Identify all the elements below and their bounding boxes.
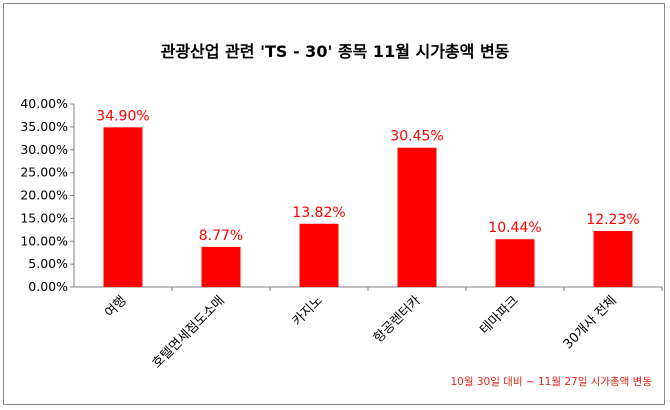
bar bbox=[201, 246, 241, 287]
date-range-note: 10월 30일 대비 ~ 11월 27일 시가총액 변동 bbox=[450, 376, 652, 388]
bar bbox=[593, 231, 633, 287]
x-tick-label: 여행 bbox=[102, 293, 130, 321]
x-tick-label: 테마파크 bbox=[477, 293, 521, 337]
x-tick-label: 항공렌터카 bbox=[371, 293, 424, 346]
y-tick-label: 40.00% bbox=[20, 96, 68, 111]
data-label: 8.77% bbox=[199, 228, 243, 244]
bar bbox=[397, 147, 437, 287]
y-tick-label: 15.00% bbox=[20, 210, 68, 225]
y-tick-label: 25.00% bbox=[20, 165, 68, 180]
y-tick-label: 35.00% bbox=[20, 119, 68, 134]
x-tick-label: 호텔면세점도소매 bbox=[150, 293, 228, 371]
x-tick-label: 카지노 bbox=[290, 293, 326, 329]
y-tick-label: 5.00% bbox=[28, 256, 68, 271]
y-tick-label: 10.00% bbox=[20, 233, 68, 248]
data-label: 13.82% bbox=[292, 205, 345, 221]
y-tick-label: 30.00% bbox=[20, 142, 68, 157]
data-label: 10.44% bbox=[488, 220, 541, 236]
data-label: 30.45% bbox=[390, 129, 443, 145]
bar bbox=[495, 239, 535, 287]
bar bbox=[299, 223, 339, 287]
y-tick-label: 20.00% bbox=[20, 188, 68, 203]
chart-title: 관광산업 관련 'TS - 30' 종목 11월 시가총액 변동 bbox=[160, 42, 510, 61]
y-tick-label: 0.00% bbox=[28, 279, 68, 294]
data-label: 34.90% bbox=[96, 108, 149, 124]
x-tick-label: 30개사 전체 bbox=[561, 293, 620, 352]
bar bbox=[103, 127, 143, 288]
data-label: 12.23% bbox=[586, 212, 639, 228]
